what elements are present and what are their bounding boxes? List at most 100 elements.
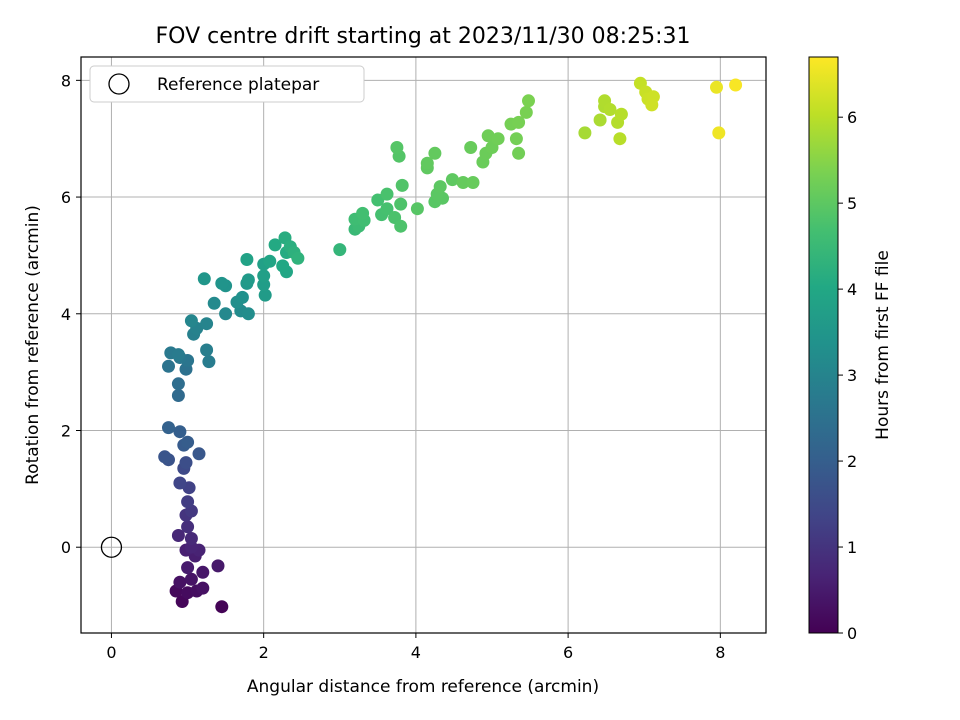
colorbar-tick-label: 1	[847, 538, 857, 557]
data-point	[240, 253, 254, 266]
x-tick-label: 6	[563, 643, 573, 662]
reference-platepar-marker	[100, 536, 123, 558]
data-point	[710, 80, 723, 94]
data-point	[192, 447, 206, 461]
data-point	[162, 359, 175, 373]
data-point	[179, 456, 193, 470]
data-point	[171, 377, 185, 391]
data-point	[491, 132, 505, 146]
x-tick-label: 0	[106, 643, 116, 662]
data-points	[100, 76, 743, 614]
data-point	[184, 572, 198, 586]
data-point	[181, 435, 195, 449]
data-point	[196, 581, 210, 595]
colorbar-tick-label: 0	[847, 624, 857, 643]
colorbar-tick-label: 5	[847, 194, 857, 213]
data-point	[202, 355, 216, 369]
data-point	[394, 219, 408, 233]
legend-box	[89, 65, 365, 103]
data-point	[445, 173, 459, 187]
x-tick-label: 2	[259, 643, 269, 662]
data-point	[184, 532, 198, 545]
data-point	[162, 421, 175, 435]
data-point	[603, 103, 617, 116]
data-point	[481, 129, 495, 143]
legend-reference-marker	[108, 73, 130, 95]
y-tick-label: 8	[61, 71, 71, 90]
data-point	[158, 450, 172, 464]
data-point	[291, 251, 305, 265]
colorbar-tick-label: 3	[847, 366, 857, 385]
y-axis-label: Rotation from reference (arcmin)	[23, 205, 43, 485]
data-point	[207, 296, 221, 310]
data-point	[268, 238, 282, 252]
data-point	[241, 273, 255, 287]
data-point	[333, 243, 347, 257]
data-point	[464, 141, 478, 154]
data-point	[410, 202, 424, 216]
data-point	[211, 559, 225, 573]
data-point	[184, 314, 198, 328]
data-point	[614, 107, 628, 121]
data-point	[241, 307, 255, 321]
legend: Reference platepar	[89, 65, 365, 103]
data-point	[200, 317, 214, 331]
data-point	[390, 141, 404, 154]
data-point	[428, 146, 442, 160]
data-point	[380, 202, 394, 216]
data-point	[420, 156, 434, 170]
data-point	[258, 288, 272, 302]
data-point	[181, 561, 195, 575]
data-point	[395, 178, 409, 192]
data-point	[712, 126, 726, 140]
data-point	[215, 276, 229, 290]
data-point	[512, 146, 526, 160]
colorbar: 0 1 2 3 4 5 6	[808, 56, 857, 643]
data-point	[276, 259, 290, 273]
colorbar-label: Hours from first FF file	[873, 250, 893, 440]
y-tick-label: 0	[61, 538, 71, 557]
data-point	[593, 113, 607, 127]
x-axis-label: Angular distance from reference (arcmin)	[247, 677, 599, 697]
data-point	[433, 180, 447, 194]
legend-reference-label: Reference platepar	[157, 75, 319, 95]
colorbar-tick-label: 4	[847, 280, 857, 299]
data-point	[519, 105, 533, 119]
data-point	[512, 115, 526, 129]
data-point	[729, 78, 743, 92]
data-point	[466, 176, 480, 189]
data-point	[200, 343, 214, 357]
data-point	[522, 94, 535, 108]
data-point	[509, 132, 523, 146]
y-tick-label: 2	[61, 421, 71, 440]
y-tick-label: 6	[61, 188, 71, 207]
data-point	[257, 269, 271, 283]
data-point	[196, 565, 210, 579]
data-point	[613, 132, 627, 146]
axis-ticks: 0 2 4 6 8 0 2 4 6 8	[61, 71, 726, 662]
data-point	[215, 600, 229, 614]
data-point	[456, 176, 470, 189]
colorbar-tick-label: 2	[847, 452, 857, 471]
data-point	[171, 529, 185, 542]
data-point	[645, 98, 659, 112]
y-tick-label: 4	[61, 305, 71, 324]
data-point	[394, 197, 408, 211]
colorbar-tick-label: 6	[847, 108, 857, 127]
data-point	[219, 307, 233, 321]
data-point	[197, 272, 211, 286]
data-point	[171, 389, 185, 402]
data-point	[173, 575, 187, 589]
data-point	[371, 193, 385, 207]
colorbar-gradient	[808, 56, 839, 634]
data-point	[235, 290, 249, 304]
chart-title: FOV centre drift starting at 2023/11/30 …	[156, 24, 691, 49]
data-point	[171, 348, 185, 362]
data-point	[578, 126, 592, 140]
data-point	[181, 520, 195, 534]
data-point	[263, 254, 277, 268]
x-tick-label: 4	[411, 643, 421, 662]
data-point	[181, 495, 195, 509]
plot-frame	[80, 56, 767, 634]
